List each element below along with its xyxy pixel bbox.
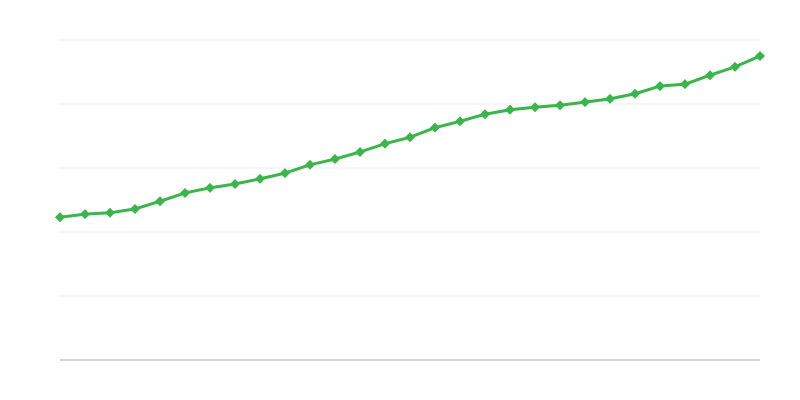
data-point-marker bbox=[455, 116, 465, 127]
gridlines bbox=[60, 39, 760, 297]
data-point-marker bbox=[505, 104, 515, 115]
data-point-marker bbox=[105, 207, 115, 218]
data-point-marker bbox=[580, 97, 590, 108]
data-point-marker bbox=[680, 79, 690, 90]
data-point-marker bbox=[355, 147, 365, 157]
data-point-marker bbox=[655, 81, 665, 92]
data-point-marker bbox=[705, 70, 715, 81]
data-point-marker bbox=[230, 179, 240, 189]
data-point-marker bbox=[555, 100, 565, 111]
data-point-marker bbox=[530, 102, 540, 113]
data-point-marker bbox=[380, 138, 390, 149]
data-point-marker bbox=[305, 159, 315, 170]
data-point-marker bbox=[630, 88, 640, 99]
data-point-marker bbox=[605, 93, 615, 104]
data-point-marker bbox=[55, 212, 65, 223]
data-point-marker bbox=[155, 196, 165, 207]
series-markers bbox=[55, 51, 765, 223]
data-point-marker bbox=[80, 209, 90, 220]
data-point-marker bbox=[730, 61, 740, 72]
data-point-marker bbox=[255, 173, 265, 184]
data-point-marker bbox=[280, 168, 290, 179]
data-point-marker bbox=[430, 122, 440, 133]
data-point-marker bbox=[480, 109, 490, 120]
data-point-marker bbox=[205, 182, 215, 193]
data-point-marker bbox=[180, 187, 190, 198]
data-point-marker bbox=[330, 154, 340, 165]
data-point-marker bbox=[130, 203, 140, 214]
data-point-marker bbox=[755, 51, 765, 61]
data-point-marker bbox=[405, 132, 415, 143]
